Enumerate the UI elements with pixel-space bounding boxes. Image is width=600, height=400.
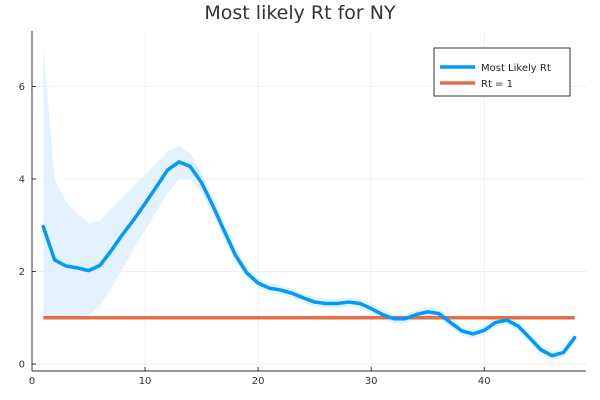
x-tick-label-4: 40 (478, 376, 491, 387)
chart-title: Most likely Rt for NY (204, 2, 396, 24)
x-tick-label-2: 20 (252, 376, 265, 387)
legend-box (433, 47, 571, 97)
series-line-most-likely-rt (41, 160, 577, 358)
y-tick-label-0: 0 (19, 360, 25, 371)
y-tick-label-1: 2 (19, 267, 25, 278)
legend-label-rt-one: Rt = 1 (481, 79, 513, 90)
x-tick-label-3: 30 (365, 376, 378, 387)
x-tick-label-0: 0 (29, 376, 35, 387)
series-lines (41, 160, 577, 358)
legend: Most Likely Rt Rt = 1 (433, 47, 571, 97)
x-tick-label-1: 10 (139, 376, 152, 387)
legend-label-most-likely-rt: Most Likely Rt (481, 63, 551, 74)
axes: 0 10 20 30 40 0 2 4 6 (19, 31, 586, 387)
y-tick-label-3: 6 (19, 82, 25, 93)
y-tick-label-2: 4 (19, 175, 25, 186)
